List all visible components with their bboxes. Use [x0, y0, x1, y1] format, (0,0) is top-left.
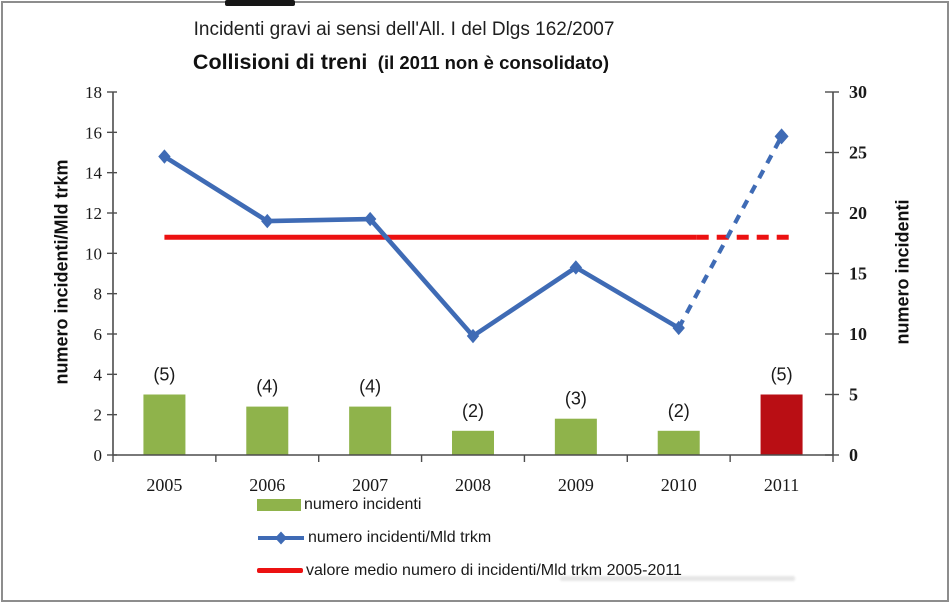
right-axis-tick-label: 10: [849, 324, 867, 344]
right-axis-tick-label: 15: [849, 264, 867, 284]
x-axis-label-2005: 2005: [146, 475, 182, 495]
left-axis-tick-label: 2: [94, 406, 103, 425]
right-axis-tick-label: 20: [849, 203, 867, 223]
legend-label-meanline: valore medio numero di incidenti/Mld trk…: [306, 561, 682, 579]
bar-2010: [657, 430, 700, 455]
left-axis-tick-label: 16: [85, 123, 102, 142]
legend-item-line: numero incidenti/Mld trkm: [257, 521, 682, 554]
right-axis-tick-label: 25: [849, 143, 867, 163]
left-axis-tick-label: 18: [85, 83, 102, 102]
bar-2009: [554, 418, 597, 455]
line-marker-2005: [158, 149, 171, 164]
chart-subtitle-note: (il 2011 non è consolidato): [377, 52, 610, 73]
x-axis-label-2009: 2009: [558, 475, 594, 495]
left-axis-tick-label: 10: [85, 244, 102, 263]
right-axis-tick-label: 5: [849, 385, 858, 405]
bar-2007: [349, 406, 392, 455]
scan-artifact-bottom: [560, 576, 795, 581]
line-marker-2010: [672, 320, 685, 336]
bar-label-2010: (2): [668, 401, 690, 421]
line-marker-2008: [466, 328, 480, 344]
bar-label-2007: (4): [359, 377, 381, 397]
x-axis-label-2010: 2010: [661, 475, 697, 495]
legend-label-line: numero incidenti/Mld trkm: [308, 528, 492, 546]
line-marker-2009: [569, 260, 583, 275]
bar-label-2009: (3): [565, 389, 587, 409]
left-axis-tick-label: 0: [94, 446, 103, 465]
left-axis-tick-label: 4: [94, 365, 103, 384]
rate-line-solid: [162, 154, 682, 339]
left-axis-tick-label: 12: [85, 204, 102, 223]
legend-item-meanline: valore medio numero di incidenti/Mld trk…: [257, 554, 682, 587]
x-axis-label-2008: 2008: [455, 475, 491, 495]
bar-2005: [143, 394, 186, 455]
line-series-swatch: [258, 531, 304, 544]
chart-title: Incidenti gravi ai sensi dell'All. I del…: [193, 19, 615, 40]
line-marker-2007: [363, 211, 377, 227]
chart-subtitle-main: Collisioni di treni: [192, 50, 368, 74]
x-axis-label-2007: 2007: [352, 475, 388, 495]
bar-label-2011: (5): [771, 365, 793, 385]
left-axis-tick-label: 6: [94, 325, 103, 344]
line-marker-2006: [261, 213, 274, 229]
scan-artifact-top: [225, 0, 295, 6]
bar-2006: [246, 406, 289, 455]
right-axis-tick-label: 30: [849, 82, 867, 102]
x-axis-label-2011: 2011: [764, 475, 799, 495]
bar-2011: [760, 394, 803, 455]
x-axis-label-2006: 2006: [249, 475, 285, 495]
left-axis-tick-label: 14: [85, 164, 103, 183]
bar-series-swatch: [257, 498, 301, 511]
mean-line-swatch: [257, 568, 303, 573]
legend-item-bars: numero incidenti: [257, 488, 682, 521]
right-axis-tick-label: 0: [849, 445, 858, 465]
bar-label-2005: (5): [153, 365, 175, 385]
left-axis-tick-label: 8: [94, 285, 103, 304]
bar-2008: [452, 430, 494, 455]
rate-line-dashed: [676, 135, 784, 329]
chart-subtitle: Collisioni di treni (il 2011 non è conso…: [193, 50, 609, 75]
bar-label-2006: (4): [256, 377, 278, 397]
bar-label-2008: (2): [462, 401, 484, 421]
line-marker-2011: [774, 128, 789, 145]
legend-label-bars: numero incidenti: [304, 495, 422, 513]
chart-legend: numero incidenti numero incidenti/Mld tr…: [257, 488, 682, 587]
